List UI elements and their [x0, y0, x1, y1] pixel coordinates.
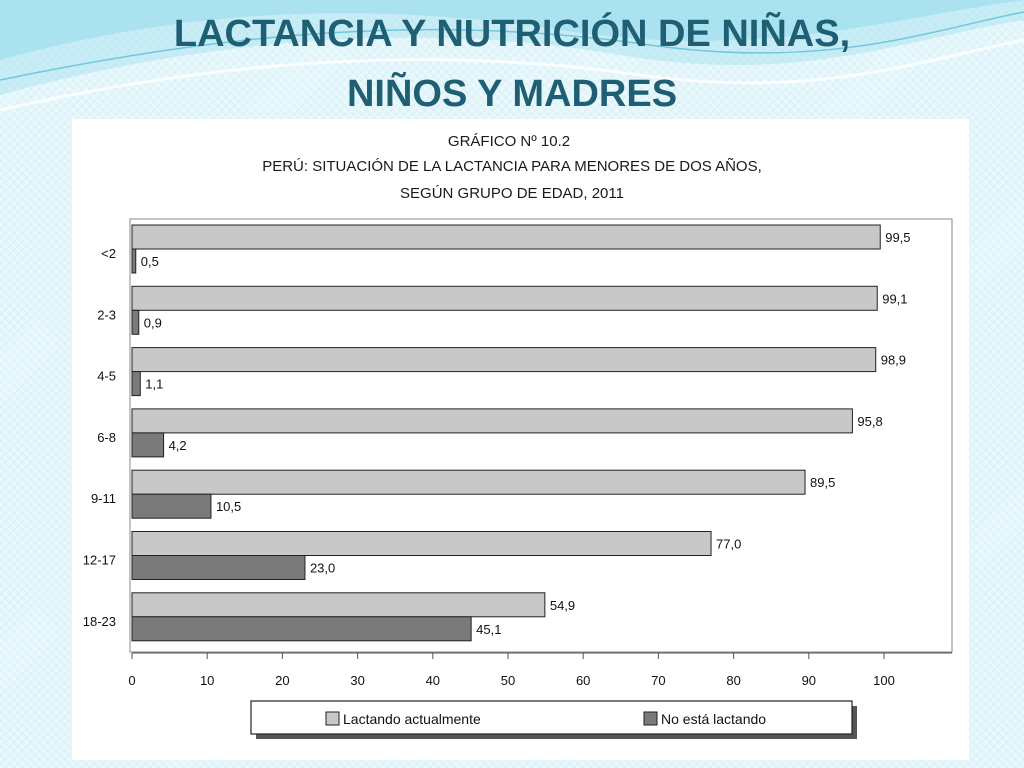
- data-label: 89,5: [810, 475, 835, 490]
- x-tick-label: 100: [873, 673, 895, 688]
- slide-title: LACTANCIA Y NUTRICIÓN DE NIÑAS, NIÑOS Y …: [0, 4, 1024, 124]
- header-wave-decoration: [0, 0, 1024, 112]
- category-label: <2: [101, 246, 116, 261]
- category-label: 4-5: [97, 369, 116, 384]
- bar: [131, 285, 878, 311]
- data-label: 95,8: [857, 414, 882, 429]
- data-label: 10,5: [216, 499, 241, 514]
- x-tick-label: 90: [802, 673, 816, 688]
- chart-subtitle-line1: PERÚ: SITUACIÓN DE LA LACTANCIA PARA MEN…: [262, 158, 762, 175]
- bar: [131, 555, 306, 580]
- chart-panel: GRÁFICO Nº 10.2 PERÚ: SITUACIÓN DE LA LA…: [72, 119, 969, 760]
- legend-swatch-no-lactando: [643, 711, 658, 726]
- x-tick-label: 60: [576, 673, 590, 688]
- x-tick-label: 40: [426, 673, 440, 688]
- x-tick-label: 10: [200, 673, 214, 688]
- bar: [131, 531, 712, 556]
- data-label: 4,2: [169, 438, 187, 453]
- plot-area: [129, 218, 953, 653]
- x-tick-label: 30: [350, 673, 364, 688]
- bar: [131, 592, 546, 618]
- data-label: 77,0: [716, 537, 741, 552]
- data-label: 99,5: [885, 230, 910, 245]
- data-label: 23,0: [310, 561, 335, 576]
- bar: [131, 371, 141, 397]
- data-label: 98,9: [881, 353, 906, 368]
- bar: [131, 347, 877, 373]
- legend-label-lactando: Lactando actualmente: [343, 711, 481, 727]
- category-label: 9-11: [91, 491, 116, 506]
- bar: [131, 309, 140, 335]
- bar: [131, 432, 165, 458]
- bar-chart: GRÁFICO Nº 10.2 PERÚ: SITUACIÓN DE LA LA…: [83, 133, 953, 739]
- legend: Lactando actualmente No está lactando: [250, 700, 857, 739]
- data-label: 0,9: [144, 315, 162, 330]
- legend-label-no-lactando: No está lactando: [661, 711, 766, 727]
- x-tick-label: 0: [128, 673, 135, 688]
- category-label: 18-23: [83, 614, 116, 629]
- category-label: 12-17: [83, 553, 116, 568]
- bar: [131, 248, 137, 274]
- x-tick-label: 20: [275, 673, 289, 688]
- x-tick-label: 80: [726, 673, 740, 688]
- x-tick-label: 70: [651, 673, 665, 688]
- legend-box: [250, 700, 853, 735]
- bar: [131, 493, 212, 519]
- data-label: 45,1: [476, 622, 501, 637]
- x-tick-label: 50: [501, 673, 515, 688]
- bar: [131, 469, 806, 495]
- category-label: 2-3: [97, 307, 116, 322]
- slide-title-line2: NIÑOS Y MADRES: [346, 73, 678, 115]
- legend-swatch-lactando: [325, 711, 340, 726]
- category-label: 6-8: [97, 430, 116, 445]
- data-label: 0,5: [141, 254, 159, 269]
- bar: [131, 616, 472, 642]
- bar: [131, 408, 853, 434]
- bar: [131, 224, 881, 250]
- data-label: 54,9: [550, 598, 575, 613]
- chart-subtitle-line2: SEGÚN GRUPO DE EDAD, 2011: [400, 185, 624, 202]
- chart-title: GRÁFICO Nº 10.2: [448, 133, 570, 150]
- data-label: 99,1: [882, 291, 907, 306]
- data-label: 1,1: [145, 377, 163, 392]
- slide-title-line1: LACTANCIA Y NUTRICIÓN DE NIÑAS,: [173, 13, 851, 55]
